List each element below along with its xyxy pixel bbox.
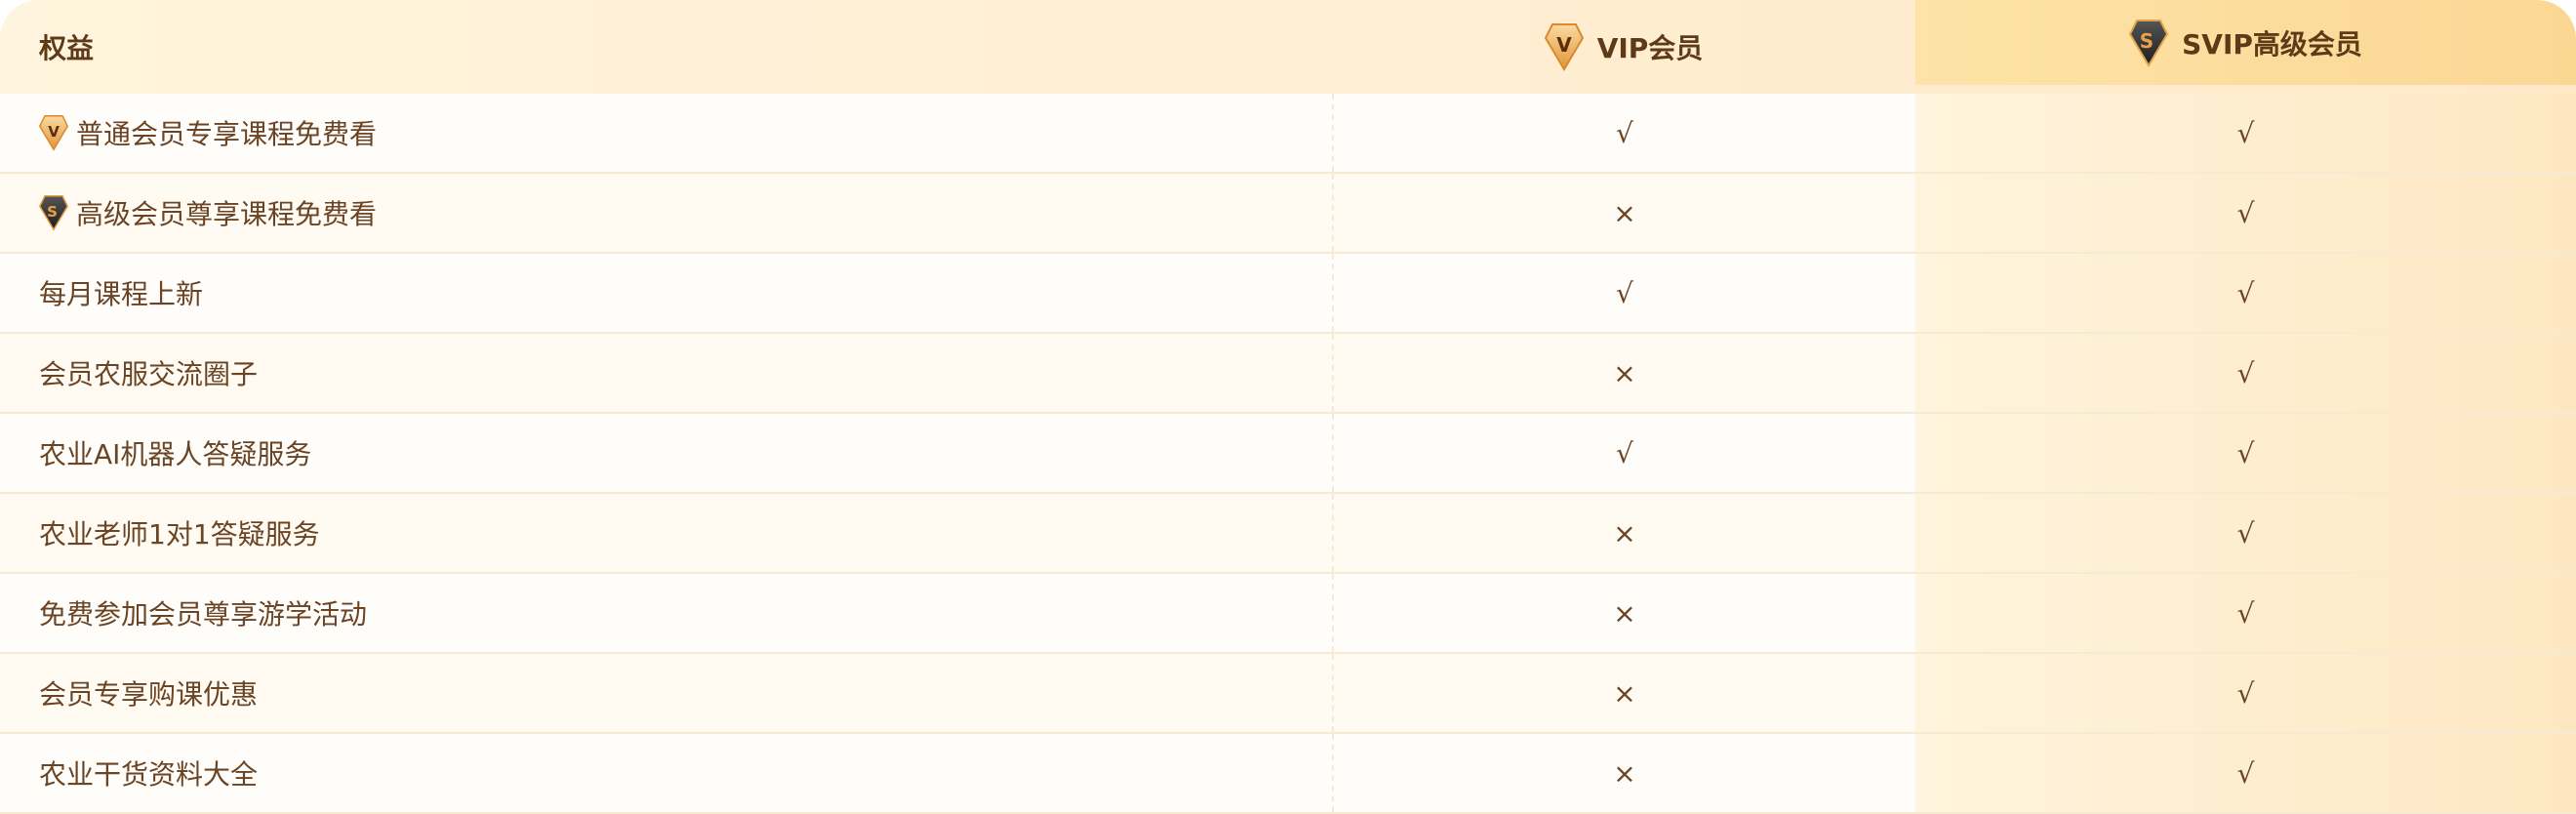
benefit-cell: 会员专享购课优惠	[39, 654, 258, 732]
svip-cell: √	[1915, 254, 2576, 332]
table-row: 农业干货资料大全 × √	[0, 734, 2576, 814]
vip-diamond-icon: V	[1544, 23, 1584, 71]
benefit-label: 高级会员尊享课程免费看	[76, 198, 378, 230]
table-row: 免费参加会员尊享游学活动 × √	[0, 574, 2576, 654]
benefit-label: 会员专享购课优惠	[39, 678, 259, 711]
svg-text:S: S	[2140, 29, 2153, 53]
svip-diamond-icon: S	[2129, 19, 2169, 67]
svip-cell: √	[1915, 94, 2576, 172]
svip-cell: √	[1915, 734, 2576, 812]
svip-cell: √	[1915, 334, 2576, 412]
table-row: S 高级会员尊享课程免费看 × √	[0, 174, 2576, 254]
svip-cell: √	[1915, 494, 2576, 572]
benefit-cell: 农业干货资料大全	[39, 734, 258, 812]
table-row: V 普通会员专享课程免费看 √ √	[0, 94, 2576, 174]
vip-cell: √	[1332, 94, 1915, 172]
svip-cell: √	[1915, 654, 2576, 732]
table-header: 权益 V VIP会员 S SVIP高级会员	[0, 0, 2576, 94]
svip-cell: √	[1915, 574, 2576, 652]
header-vip: V VIP会员	[1332, 0, 1915, 94]
vip-cell: ×	[1332, 654, 1915, 732]
header-benefit: 权益	[39, 32, 95, 64]
vip-cell: ×	[1332, 734, 1915, 812]
benefit-label: 普通会员专享课程免费看	[76, 118, 378, 150]
benefit-cell: 农业老师1对1答疑服务	[39, 494, 320, 572]
benefit-cell: 农业AI机器人答疑服务	[39, 414, 311, 492]
header-svip-label: SVIP高级会员	[2182, 27, 2362, 61]
table-row: 农业AI机器人答疑服务 √ √	[0, 414, 2576, 494]
table-row: 每月课程上新 √ √	[0, 254, 2576, 334]
benefit-label: 农业AI机器人答疑服务	[39, 438, 312, 470]
header-vip-label: VIP会员	[1596, 32, 1704, 64]
svip-cell: √	[1915, 174, 2576, 252]
vip-cell: ×	[1332, 174, 1915, 252]
vip-cell: ×	[1332, 574, 1915, 652]
table-row: 会员农服交流圈子 × √	[0, 334, 2576, 414]
table-row: 会员专享购课优惠 × √	[0, 654, 2576, 734]
svip-diamond-icon: S	[39, 195, 68, 231]
benefit-label: 每月课程上新	[39, 278, 204, 310]
vip-diamond-icon: V	[39, 115, 68, 151]
benefit-label: 农业干货资料大全	[39, 758, 259, 791]
vip-cell: √	[1332, 414, 1915, 492]
benefit-label: 会员农服交流圈子	[39, 358, 259, 390]
benefit-cell: S 高级会员尊享课程免费看	[39, 174, 377, 252]
vip-cell: ×	[1332, 494, 1915, 572]
svg-text:V: V	[1556, 33, 1572, 57]
benefit-cell: V 普通会员专享课程免费看	[39, 94, 377, 172]
header-svip: S SVIP高级会员	[1915, 0, 2576, 85]
svip-cell: √	[1915, 414, 2576, 492]
benefit-cell: 会员农服交流圈子	[39, 334, 258, 412]
benefit-cell: 免费参加会员尊享游学活动	[39, 574, 367, 652]
vip-cell: ×	[1332, 334, 1915, 412]
benefit-label: 免费参加会员尊享游学活动	[39, 598, 368, 631]
svg-text:S: S	[47, 203, 58, 221]
svg-text:V: V	[48, 123, 60, 141]
table-row: 农业老师1对1答疑服务 × √	[0, 494, 2576, 574]
benefit-cell: 每月课程上新	[39, 254, 203, 332]
benefit-label: 农业老师1对1答疑服务	[39, 518, 320, 550]
vip-cell: √	[1332, 254, 1915, 332]
